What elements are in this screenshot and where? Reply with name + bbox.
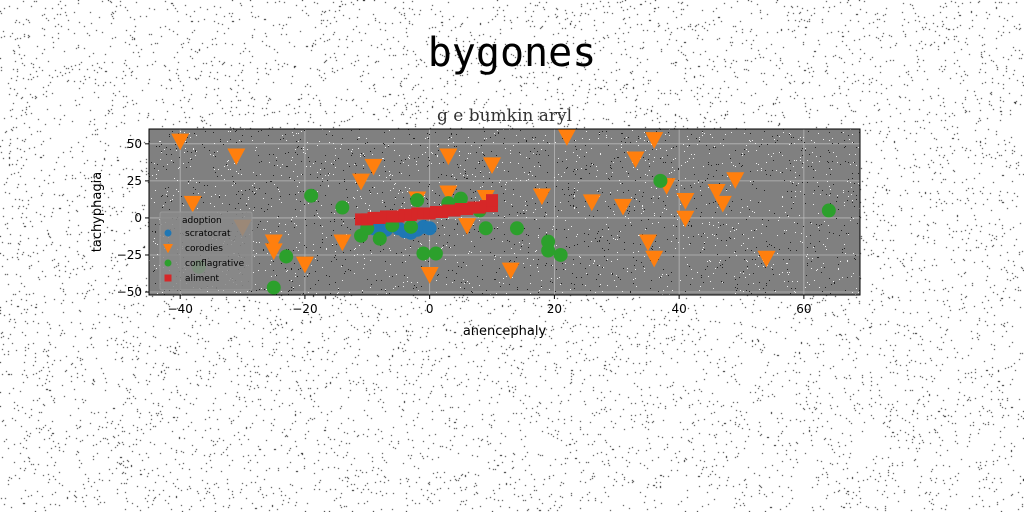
conflagrative-point (428, 246, 443, 261)
legend-title: adoption (182, 216, 222, 226)
legend: adoption scratocrat corodies conflagrative a… (159, 211, 253, 291)
x-axis-label: anencephaly (463, 324, 547, 339)
conflagrative-point (478, 221, 493, 236)
legend-marker-conflagrative (164, 259, 172, 267)
corodies-point (676, 192, 695, 210)
corodies-point (439, 185, 458, 203)
conflagrative-point (553, 247, 568, 262)
corodies-point (713, 195, 732, 213)
corodies-point (476, 189, 495, 207)
scratocrat-point (422, 221, 437, 236)
corodies-point (645, 132, 664, 149)
corodies-point (227, 148, 246, 166)
conflagrative-point (416, 246, 431, 261)
legend-label-aliment: aliment (185, 274, 220, 284)
corodies-point (295, 256, 314, 274)
corodies-point (638, 234, 657, 252)
corodies-point (532, 188, 551, 206)
conflagrative-point (410, 193, 425, 208)
x-tick-label: 40 (671, 302, 686, 316)
conflagrative-point (403, 219, 418, 234)
corodies-point (757, 250, 776, 268)
corodies-point (264, 234, 283, 252)
conflagrative-point (453, 191, 468, 206)
grid-lines (149, 129, 860, 295)
conflagrative-point (821, 203, 836, 218)
y-tick-label: −25 (117, 248, 142, 262)
x-tick-label: 60 (796, 302, 811, 316)
conflagrative-point (279, 249, 294, 264)
conflagrative-point (304, 188, 319, 203)
corodies-point (501, 262, 520, 280)
conflagrative-point (266, 280, 281, 295)
corodies-point (557, 129, 576, 146)
legend-marker-scratocrat (164, 229, 172, 237)
series-aliment (355, 194, 499, 226)
y-tick-label: 50 (127, 137, 142, 151)
conflagrative-point (653, 173, 668, 188)
corodies-point (626, 151, 645, 169)
legend-label-conflagrative: conflagrative (185, 259, 245, 269)
corodies-point (264, 243, 283, 260)
corodies-point (676, 210, 695, 228)
corodies-point (171, 133, 190, 151)
corodies-point (439, 148, 458, 166)
plot-frame (148, 128, 861, 296)
conflagrative-point (541, 243, 556, 258)
corodies-point (458, 218, 477, 235)
corodies-point (614, 198, 632, 216)
corodies-point (483, 157, 502, 175)
corodies-point (333, 234, 352, 252)
conflagrative-point (509, 221, 524, 236)
legend-label-corodies: corodies (185, 244, 223, 254)
corodies-point (707, 184, 726, 201)
x-tick-label: 20 (547, 302, 562, 316)
x-tick-label: −20 (292, 302, 317, 316)
legend-marker-corodies (163, 244, 173, 254)
corodies-point (364, 158, 383, 176)
conflagrative-point (372, 231, 387, 246)
corodies-point (726, 172, 745, 189)
corodies-point (183, 195, 202, 213)
x-axis-ticks: −40 −20 0 20 40 60 (168, 295, 812, 316)
plot-area (149, 129, 860, 295)
corodies-point (420, 267, 439, 284)
legend-box (159, 211, 253, 291)
y-axis-label: tachyphagia (90, 172, 105, 252)
legend-marker-aliment (164, 274, 172, 282)
y-tick-label: −50 (117, 285, 142, 299)
x-tick-label: 0 (426, 302, 434, 316)
chart-title: g e bumkin aryl (437, 106, 572, 126)
series-conflagrative (191, 173, 836, 295)
legend-label-scratocrat: scratocrat (185, 229, 231, 239)
corodies-point (582, 194, 601, 212)
conflagrative-point (335, 200, 350, 215)
aliment-point (486, 194, 499, 207)
y-axis-ticks: −50 −25 0 25 50 (117, 137, 149, 299)
y-tick-label: 25 (127, 174, 142, 188)
corodies-point (352, 173, 371, 191)
x-tick-label: −40 (168, 302, 193, 316)
figure-suptitle: bygones (427, 30, 597, 76)
y-tick-label: 0 (134, 211, 142, 225)
corodies-point (645, 250, 664, 268)
